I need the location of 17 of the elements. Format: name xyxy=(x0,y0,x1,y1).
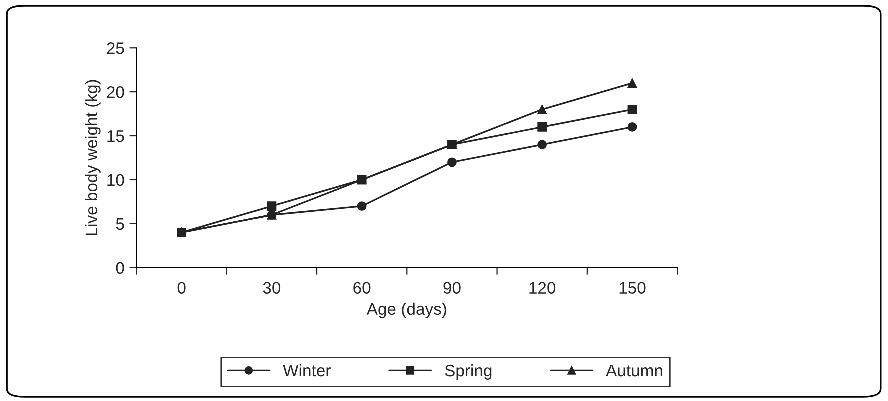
x-tick-label: 150 xyxy=(620,282,646,294)
x-tick-label: 120 xyxy=(530,282,556,294)
x-tick-label: 90 xyxy=(444,282,461,294)
x-tick-label: 30 xyxy=(263,282,281,294)
y-tick-label: 0 xyxy=(116,262,124,274)
y-tick-label: 5 xyxy=(116,218,124,230)
y-tick-label: 15 xyxy=(108,130,124,142)
x-axis-title: Age (days) xyxy=(366,302,446,318)
y-tick-label: 10 xyxy=(108,174,124,186)
legend-label: Winter xyxy=(283,364,331,377)
y-axis-title: Live body weight (kg) xyxy=(85,80,101,236)
y-tick-label: 25 xyxy=(107,42,124,54)
legend-label: Spring xyxy=(445,364,492,380)
x-tick-label: 0 xyxy=(178,282,186,294)
y-tick-label: 20 xyxy=(107,86,124,98)
x-tick-label: 60 xyxy=(354,282,371,294)
legend-label: Autumn xyxy=(606,365,662,377)
